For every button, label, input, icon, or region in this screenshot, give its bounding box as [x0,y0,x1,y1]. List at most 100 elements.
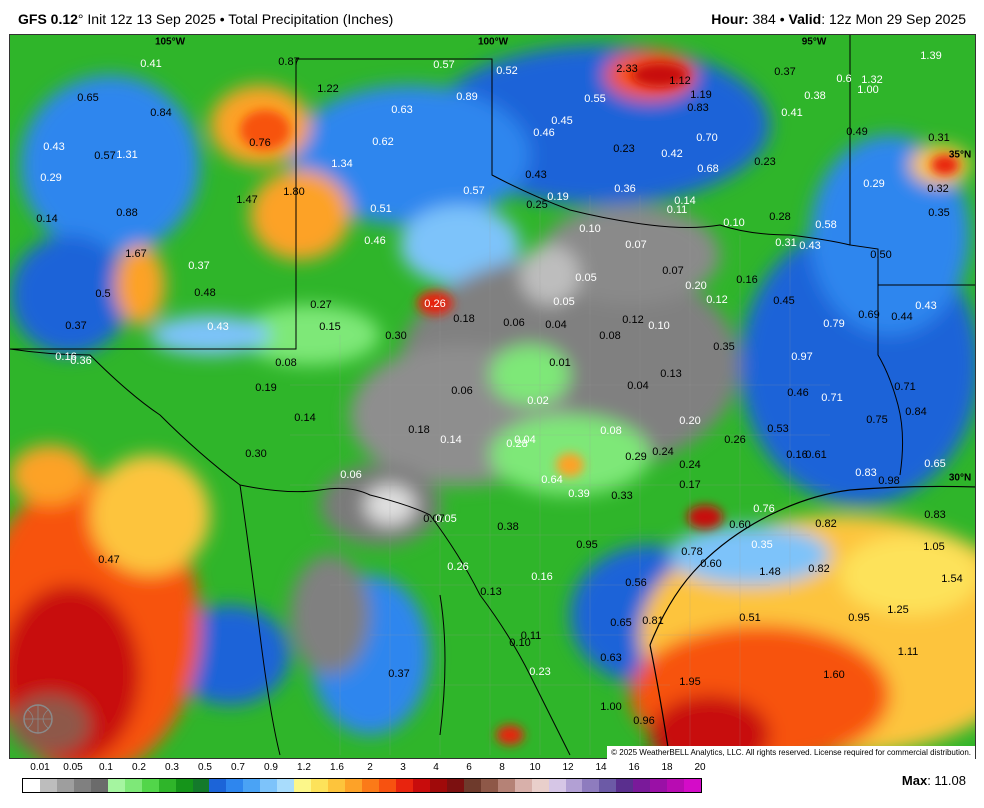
valid-label: Valid [788,11,822,27]
precip-value-label: 1.47 [236,194,258,206]
precip-value-label: 0.44 [891,311,913,323]
max-number: : 11.08 [927,773,966,788]
legend-label: 12 [562,762,574,773]
precip-value-label: 2.33 [616,63,638,75]
legend-color-cell [599,779,617,792]
precip-value-label: 1.12 [669,75,691,87]
precip-value-label: 0.78 [681,546,703,558]
precip-value-label: 0.65 [924,458,946,470]
precip-value-label: 0.43 [915,300,937,312]
precip-value-label: 0.08 [275,357,297,369]
legend-color-cell [548,779,566,792]
precip-value-label: 1.19 [690,89,712,101]
valid-value: : 12z Mon 29 Sep 2025 [821,11,966,27]
precip-value-label: 0.98 [878,475,900,487]
precip-value-label: 0.06 [340,469,362,481]
precip-value-label: 1.34 [331,158,353,170]
precip-value-label: 0.17 [679,479,701,491]
precip-value-label: 0.15 [319,321,341,333]
precip-value-label: 0.04 [627,380,649,392]
precip-value-label: 0.37 [388,668,410,680]
precip-value-label: 1.80 [283,186,305,198]
legend-color-bar [22,778,702,793]
precip-value-label: 1.00 [600,701,622,713]
legend-label: 0.1 [99,762,113,773]
legend-label: 4 [433,762,439,773]
legend-label: 0.05 [63,762,83,773]
precip-value-label: 0.35 [713,341,735,353]
legend-label: 2 [367,762,373,773]
precip-value-label: 0.43 [799,240,821,252]
legend-label: 6 [466,762,472,773]
precip-value-label: 0.69 [858,309,880,321]
legend-color-cell [294,779,312,792]
precip-value-label: 0.65 [610,617,632,629]
precip-value-label: 0.08 [600,425,622,437]
precip-value-label: 0.29 [40,172,62,184]
precip-value-label: 0.75 [866,414,888,426]
legend-color-cell [23,779,40,792]
precip-value-label: 0.26 [424,298,446,310]
precip-value-label: 0.12 [706,294,728,306]
precip-value-label: 0.04 [545,319,567,331]
precip-value-label: 0.58 [815,219,837,231]
precip-value-label: 0.70 [696,132,718,144]
logo-globe-icon [23,704,53,734]
legend-color-cell [497,779,515,792]
precip-value-label: 0.52 [496,65,518,77]
precip-value-label: 0.41 [140,58,162,70]
precip-value-label: 0.51 [739,612,761,624]
precip-value-label: 1.22 [317,83,339,95]
precip-value-label: 0.57 [463,185,485,197]
precip-value-label: 0.89 [456,91,478,103]
grid-label-105w: 105°W [154,36,186,48]
precip-value-label: 0.14 [36,213,58,225]
legend-label: 16 [628,762,640,773]
precip-value-label: 0.71 [894,381,916,393]
precip-value-label: 0.08 [599,330,621,342]
precip-value-label: 0.95 [576,539,598,551]
precip-value-label: 0.82 [815,518,837,530]
legend-color-cell [616,779,634,792]
precip-value-label: 0.16 [736,274,758,286]
precip-value-label: 0.76 [249,137,271,149]
precip-value-label: 0.18 [453,313,475,325]
legend-color-cell [379,779,396,792]
precip-value-label: 0.05 [553,296,575,308]
legend-label: 14 [595,762,607,773]
precip-value-label: 0.16 [55,351,77,363]
legend-color-cell [260,779,278,792]
legend-label: 10 [529,762,541,773]
legend-color-cell [684,779,702,792]
precip-value-label: 0.39 [568,488,590,500]
legend-color-cell [463,779,481,792]
precip-value-label: 0.26 [447,561,469,573]
precip-value-label: 0.05 [435,513,457,525]
grid-label-95w: 95°W [801,36,827,48]
precip-value-label: 0.53 [767,423,789,435]
precip-value-label: 0.07 [423,513,445,525]
precip-value-label: 0.13 [660,368,682,380]
precip-value-label: 0.37 [65,320,87,332]
precip-value-label: 0.10 [509,637,531,649]
legend-label: 0.2 [132,762,146,773]
copyright-notice: © 2025 WeatherBELL Analytics, LLC. All r… [607,746,975,759]
precip-value-label: 0.45 [551,115,573,127]
precip-value-label: 0.07 [662,265,684,277]
precip-value-label: 0.18 [408,424,430,436]
precip-value-label: 0.43 [525,169,547,181]
grid-label-35n: 35°N [948,149,972,161]
model-name: GFS 0.12 [18,11,78,27]
precip-value-label: 0.10 [723,217,745,229]
precip-value-label: 0.83 [855,467,877,479]
precip-value-label: 0.04 [514,434,536,446]
precip-value-label: 0.64 [541,474,563,486]
legend-color-cell [107,779,125,792]
legend-label: 0.9 [264,762,278,773]
precip-value-label: 0.14 [674,195,696,207]
legend-color-cell [395,779,413,792]
precip-value-label: 1.00 [857,84,879,96]
valid-bullet: • [779,11,785,27]
precip-value-label: 1.25 [887,604,909,616]
legend-color-cell [565,779,583,792]
